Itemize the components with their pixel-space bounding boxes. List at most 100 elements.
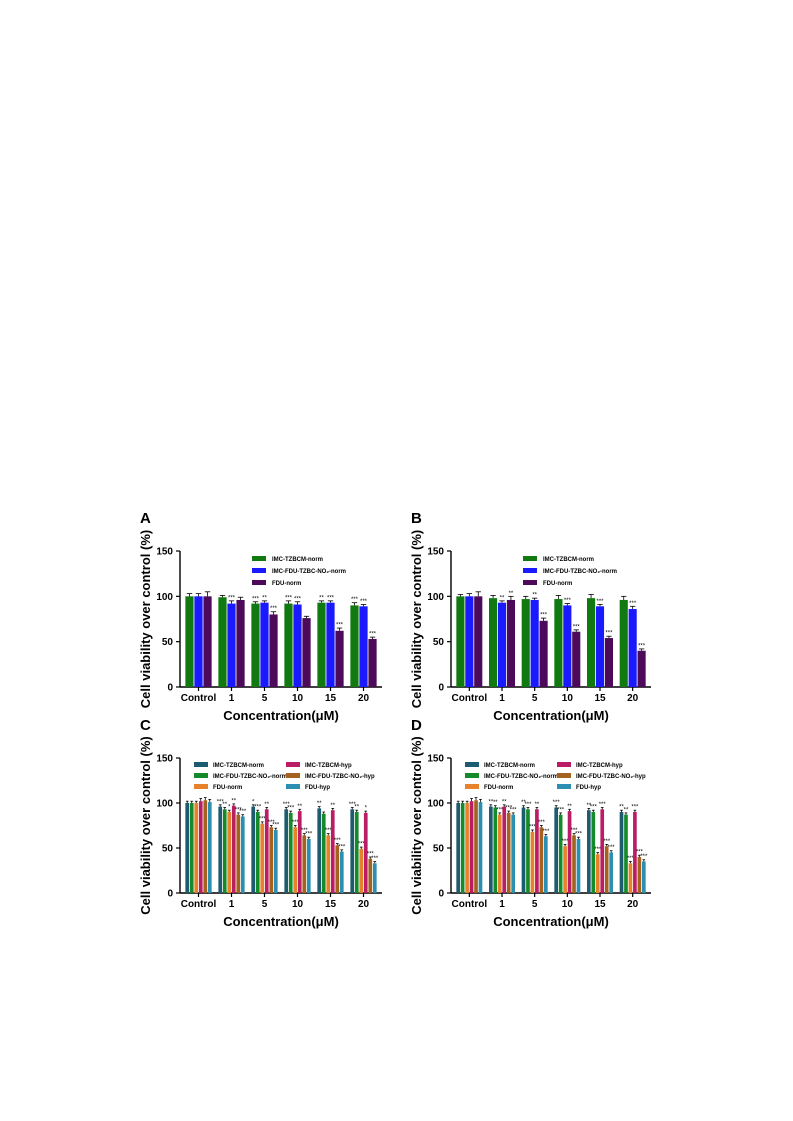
bar-imc-tzbcm-norm-1 [489, 806, 493, 893]
significance-marker: ** [587, 803, 592, 809]
legend-swatch [557, 784, 571, 789]
bar-imc-tzbcm-norm-20 [350, 605, 359, 687]
significance-marker: ** [521, 800, 526, 806]
bar-fdu-hyp-15 [339, 851, 344, 893]
bar-fdu-norm-1 [227, 812, 232, 893]
y-tick-label: 50 [162, 844, 174, 855]
y-axis-title: Cell viability over control (%) [409, 736, 424, 914]
bar-imc-fdu-tzbc-no-hyp-15 [335, 845, 340, 893]
panel-b: B Cell viability over control (%) Concentr… [409, 510, 651, 723]
significance-marker: *** [542, 829, 550, 835]
legend-label: IMC-FDU-TZBC-NO₂-norm [213, 774, 287, 780]
legend-swatch [465, 773, 479, 778]
bar-imc-tzbcm-hyp-control [198, 801, 203, 893]
legend-swatch [465, 784, 479, 789]
bar-fdu-norm-5 [539, 620, 548, 687]
bar-fdu-norm-1 [497, 814, 502, 893]
significance-marker: *** [367, 852, 375, 858]
bar-imc-fdu-tzbc-no-hyp-5 [269, 827, 274, 893]
y-tick-label: 150 [156, 547, 173, 558]
bar-fdu-norm-5 [269, 614, 278, 687]
bar-imc-fdu-tzbc-no-hyp-15 [604, 846, 609, 893]
panel-letter: D [411, 717, 422, 734]
significance-marker: *** [636, 850, 644, 856]
x-tick-label: 10 [292, 899, 304, 910]
bar-imc-fdu-tzbc-no-norm-5 [530, 599, 539, 687]
significance-marker: *** [285, 595, 293, 601]
x-tick-label: 20 [358, 693, 370, 704]
legend-swatch [523, 568, 537, 573]
legend: IMC-TZBCM-norm IMC-FDU-TZBC-NO₂-norm FDU-n… [523, 556, 617, 587]
bar-fdu-norm-10 [293, 827, 298, 893]
significance-marker: ** [535, 802, 540, 808]
bar-imc-tzbcm-norm-5 [521, 599, 530, 687]
legend-label: IMC-TZBCM-hyp [576, 763, 623, 769]
x-tick-label: Control [181, 899, 217, 910]
significance-marker: *** [562, 839, 570, 845]
bar-imc-tzbcm-norm-15 [317, 808, 322, 893]
bar-imc-fdu-tzbc-no-norm-15 [595, 606, 605, 687]
bar-imc-fdu-tzbc-no-norm-5 [255, 812, 260, 893]
significance-marker: *** [627, 856, 635, 862]
significance-marker: ** [231, 798, 236, 804]
significance-marker: *** [571, 828, 579, 834]
bar-fdu-norm-5 [530, 831, 535, 893]
legend-swatch [557, 762, 571, 767]
bar-imc-tzbcm-norm-1 [489, 598, 498, 687]
significance-marker: *** [557, 807, 565, 813]
bar-imc-fdu-tzbc-no-norm-20 [359, 606, 368, 687]
bar-fdu-hyp-control [207, 802, 212, 893]
significance-marker: *** [235, 807, 243, 813]
significance-marker: ** [567, 804, 572, 810]
x-tick-label: 15 [325, 899, 337, 910]
y-tick-label: 100 [156, 592, 173, 603]
bar-imc-tzbcm-norm-20 [619, 812, 624, 893]
bar-fdu-hyp-15 [609, 852, 613, 893]
significance-marker: *** [575, 832, 583, 838]
bar-fdu-norm-15 [604, 638, 613, 687]
significance-marker: *** [603, 839, 611, 845]
significance-marker: *** [529, 825, 537, 831]
significance-marker: *** [252, 596, 260, 602]
bar-fdu-norm-1 [506, 599, 515, 687]
x-tick-label: 10 [562, 693, 574, 704]
legend-swatch [194, 784, 208, 789]
significance-marker: *** [538, 820, 546, 826]
significance-marker: *** [327, 595, 335, 601]
legend-swatch [465, 762, 479, 767]
bar-fdu-norm-15 [595, 854, 600, 893]
y-tick-label: 0 [167, 889, 173, 900]
bar-imc-tzbcm-hyp-control [469, 801, 474, 893]
significance-marker: * [252, 799, 255, 805]
legend-label: IMC-FDU-TZBC-NO₂-norm [543, 569, 617, 575]
x-axis-title: Concentration(μM) [223, 708, 339, 723]
significance-marker: ** [317, 801, 322, 807]
bar-imc-fdu-tzbc-no-norm-1 [497, 602, 507, 687]
significance-marker: ** [354, 805, 359, 811]
y-tick-label: 150 [427, 547, 444, 558]
bar-imc-fdu-tzbc-no-norm-10 [288, 812, 293, 893]
significance-marker: *** [351, 597, 359, 603]
bar-fdu-norm-10 [302, 618, 311, 687]
bar-imc-tzbcm-hyp-20 [633, 812, 637, 893]
significance-marker: *** [301, 828, 309, 834]
bar-fdu-norm-1 [236, 599, 245, 687]
bar-imc-fdu-tzbc-no-norm-20 [628, 609, 637, 687]
y-axis-title: Cell viability over control (%) [138, 530, 153, 708]
significance-marker: *** [325, 828, 333, 834]
bar-imc-fdu-tzbc-no-hyp-control [203, 800, 208, 893]
significance-marker: *** [360, 599, 368, 605]
x-axis-title: Concentration(μM) [493, 914, 609, 929]
significance-marker: *** [638, 643, 646, 649]
significance-marker: *** [640, 854, 648, 860]
bar-fdu-hyp-10 [576, 839, 581, 893]
bar-fdu-norm-control [474, 596, 483, 687]
significance-marker: *** [496, 807, 504, 813]
bar-imc-fdu-tzbc-no-norm-control [465, 596, 474, 687]
significance-marker: *** [594, 847, 602, 853]
significance-marker: ** [532, 593, 537, 599]
x-tick-label: Control [452, 899, 488, 910]
significance-marker: *** [540, 613, 548, 619]
x-tick-label: 5 [262, 899, 268, 910]
bar-imc-fdu-tzbc-no-hyp-10 [572, 835, 576, 893]
